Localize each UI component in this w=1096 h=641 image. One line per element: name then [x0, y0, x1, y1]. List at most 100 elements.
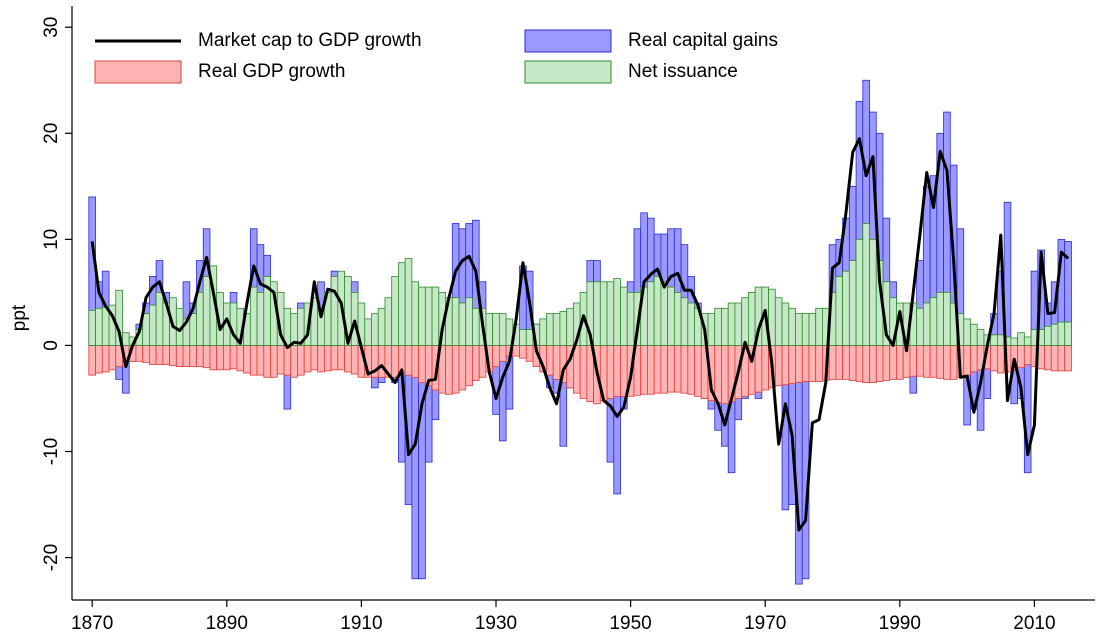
- bar: [593, 281, 601, 346]
- bar: [337, 345, 345, 371]
- bar: [270, 345, 278, 378]
- bar: [815, 345, 823, 382]
- bar: [949, 345, 958, 380]
- bar: [707, 313, 716, 346]
- bar: [909, 345, 918, 377]
- bar: [835, 276, 844, 346]
- x-tick-label: 1870: [71, 613, 113, 634]
- legend-swatch: [524, 60, 612, 84]
- bar: [990, 345, 998, 372]
- bar: [283, 307, 292, 346]
- bar: [922, 345, 931, 378]
- bar: [431, 286, 440, 346]
- bar: [458, 345, 467, 391]
- legend-label: Real GDP growth: [198, 61, 346, 82]
- bar: [418, 286, 426, 346]
- bar: [801, 345, 810, 382]
- bar: [795, 313, 803, 346]
- bar: [875, 345, 884, 382]
- bar: [848, 345, 857, 381]
- bar: [472, 345, 480, 381]
- bar: [1017, 345, 1025, 369]
- bar: [667, 286, 675, 346]
- bar: [673, 345, 682, 393]
- bar: [788, 345, 796, 385]
- bar: [862, 345, 870, 383]
- legend-label: Market cap to GDP growth: [198, 30, 422, 51]
- bar: [263, 345, 271, 378]
- bar: [290, 345, 298, 378]
- bar: [566, 307, 574, 346]
- bar: [552, 345, 561, 380]
- bar: [929, 297, 938, 346]
- bar: [606, 345, 615, 399]
- bar: [842, 345, 850, 380]
- bar: [1044, 345, 1052, 371]
- bar: [391, 276, 399, 346]
- bar: [936, 345, 944, 379]
- bar: [848, 260, 857, 346]
- x-tick-label: 1990: [879, 613, 921, 634]
- bar: [458, 302, 467, 346]
- bar: [1023, 336, 1032, 346]
- bar: [398, 262, 406, 346]
- bar: [411, 345, 420, 378]
- bar: [687, 345, 695, 395]
- bar: [391, 345, 399, 378]
- bar: [189, 345, 197, 368]
- bar: [801, 313, 810, 346]
- bar: [101, 345, 110, 373]
- bar: [95, 345, 103, 374]
- bar: [613, 278, 621, 346]
- bar: [364, 318, 372, 346]
- line: [90, 137, 1070, 532]
- bar: [404, 345, 413, 376]
- bar: [620, 286, 628, 346]
- bar: [620, 345, 628, 397]
- bar: [155, 291, 164, 346]
- bar: [411, 345, 420, 580]
- bar: [795, 345, 803, 383]
- y-tick-label: 0: [41, 340, 62, 351]
- bar: [216, 345, 224, 371]
- bar: [283, 345, 292, 376]
- bar: [660, 281, 669, 346]
- bar: [202, 345, 211, 369]
- bar: [135, 345, 144, 362]
- bar: [411, 281, 420, 346]
- x-tick-label: 1970: [744, 613, 786, 634]
- bar: [485, 313, 494, 346]
- bar: [377, 345, 386, 378]
- bar: [142, 313, 150, 346]
- bar: [997, 334, 1005, 346]
- bar: [384, 297, 393, 346]
- bar: [243, 345, 251, 374]
- bar: [559, 311, 568, 346]
- bar: [660, 345, 669, 394]
- bar: [781, 302, 790, 346]
- bar: [115, 289, 123, 346]
- bar: [297, 345, 305, 376]
- bar: [424, 286, 433, 346]
- bar: [842, 270, 850, 346]
- bar: [445, 345, 453, 395]
- bar: [196, 291, 204, 346]
- bar: [653, 276, 662, 346]
- bar: [1064, 345, 1072, 372]
- bar: [552, 313, 561, 346]
- bar: [943, 345, 951, 380]
- bar: [249, 286, 258, 346]
- bar: [761, 345, 769, 391]
- bar: [1010, 337, 1019, 346]
- bar: [330, 345, 339, 371]
- bar: [862, 223, 870, 346]
- bar: [815, 307, 823, 346]
- bar: [626, 291, 635, 346]
- bar: [647, 345, 655, 395]
- bar: [196, 345, 204, 368]
- bar: [922, 302, 931, 346]
- bar: [377, 307, 386, 346]
- bar: [451, 345, 460, 394]
- bar: [310, 345, 319, 371]
- bar: [498, 313, 507, 346]
